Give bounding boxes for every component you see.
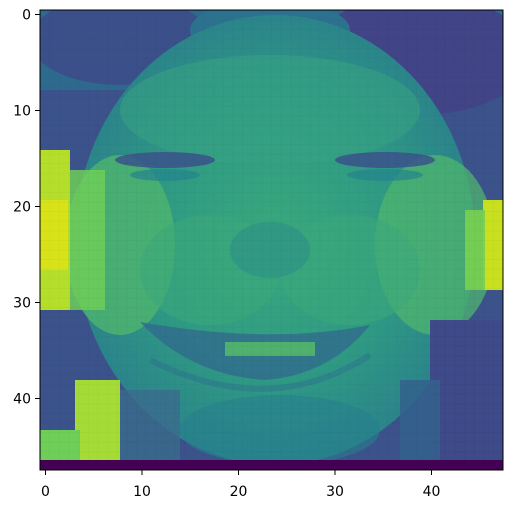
y-tick-label: 0 — [22, 8, 31, 24]
x-tick-label: 0 — [41, 484, 50, 500]
x-tick-label: 10 — [133, 484, 151, 500]
x-tick-label: 30 — [326, 484, 344, 500]
y-tick-label: 20 — [13, 200, 31, 216]
x-tick-label: 40 — [423, 484, 441, 500]
y-tick-label: 30 — [13, 296, 31, 312]
x-tick-label: 20 — [230, 484, 248, 500]
y-tick-label: 40 — [13, 392, 31, 408]
axis-ticks: 0 10 20 30 40 0 10 20 30 40 — [13, 8, 440, 501]
axes-frame — [39, 9, 504, 471]
y-tick-label: 10 — [13, 104, 31, 120]
face-image — [40, 10, 503, 470]
